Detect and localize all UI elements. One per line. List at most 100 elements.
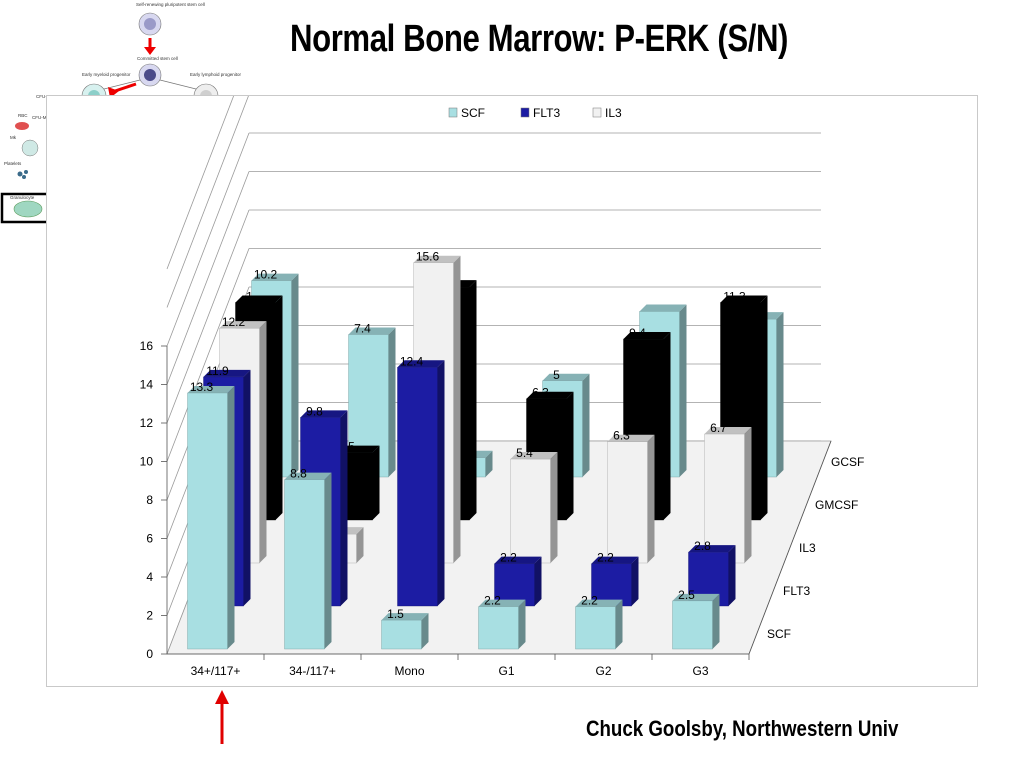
bar-top: [397, 360, 445, 368]
depth-axis: [748, 440, 832, 655]
y-tick-label: 16: [140, 339, 154, 353]
bar-scf: [672, 593, 720, 650]
bar-flt3: [591, 556, 639, 607]
diagram-label: Committed stem cell: [137, 56, 178, 61]
bar-il3: [510, 452, 558, 564]
depth-tick-label: IL3: [799, 541, 816, 555]
red-arrow-icon: [215, 690, 229, 744]
bar-front: [607, 441, 648, 564]
bar-side: [534, 556, 542, 606]
bar-scf: [575, 599, 623, 650]
y-tick-label: 10: [140, 455, 154, 469]
bar-front: [381, 619, 422, 650]
bar-front: [187, 392, 228, 650]
bar-side: [227, 385, 235, 649]
bar-top: [542, 373, 590, 381]
legend-swatch: [448, 107, 458, 118]
bar-side: [631, 556, 639, 606]
data-label: 2.5: [678, 588, 695, 602]
bar-side: [324, 472, 332, 649]
bar-top: [688, 545, 736, 553]
bar-scf: [187, 385, 235, 650]
y-tick-label: 8: [146, 493, 153, 507]
data-label: 2.2: [484, 594, 501, 608]
committed-stem-cell-icon: [138, 63, 162, 87]
data-label: 11.3: [723, 289, 746, 303]
bar-top: [219, 321, 267, 329]
data-label: 7.4: [354, 322, 371, 336]
author-credit: Chuck Goolsby, Northwestern Univ: [586, 716, 899, 741]
depth-tick-label: FLT3: [783, 584, 810, 598]
bar-front: [704, 433, 745, 564]
data-label: 6.7: [710, 421, 727, 435]
bar-top: [494, 556, 542, 564]
bar-side: [566, 391, 574, 520]
bar-side: [760, 295, 768, 520]
bar-side: [712, 593, 720, 649]
legend-label: FLT3: [533, 106, 560, 120]
diagram-label: Early lymphoid progenitor: [190, 72, 242, 77]
gridline-diagonal: [166, 96, 235, 270]
bar-top: [591, 556, 639, 564]
bar-side: [469, 280, 477, 520]
bar-front: [575, 606, 616, 650]
bar-il3: [607, 434, 655, 564]
data-label: 5.4: [516, 446, 533, 460]
bar-front: [397, 367, 438, 607]
bar-top: [672, 593, 720, 601]
mk-icon: [21, 139, 39, 157]
data-label: 6.3: [532, 386, 549, 400]
bar-side: [340, 410, 348, 606]
depth-tick-label: GCSF: [831, 455, 864, 469]
data-label: 8.8: [290, 467, 307, 481]
legend-label: IL3: [605, 106, 622, 120]
legend-swatch: [520, 107, 530, 118]
bar-side: [291, 273, 299, 477]
bar-side: [647, 434, 655, 563]
legend: SCF FLT3 IL3: [448, 106, 622, 120]
bar-top: [235, 295, 283, 303]
bar-top: [300, 410, 348, 418]
bar-top: [187, 385, 235, 393]
data-label: 6.3: [613, 429, 630, 443]
diagram-label: CFU-Mk: [32, 115, 49, 120]
data-label: 5: [553, 368, 560, 382]
data-label: 2.2: [581, 594, 598, 608]
bar-top: [413, 255, 461, 263]
gridline-diagonal: [166, 96, 249, 308]
bar-top: [510, 452, 558, 460]
data-label: 12.4: [400, 354, 424, 368]
data-label: 2.2: [597, 551, 614, 565]
gridline-diagonal: [166, 248, 250, 462]
bar-scf: [284, 472, 332, 650]
bar-side: [485, 450, 493, 477]
bar-side: [615, 599, 623, 649]
granulocyte-icon: [13, 200, 43, 218]
bar-flt3: [397, 360, 445, 607]
bar-side: [275, 295, 283, 520]
bar-front: [284, 479, 325, 650]
x-tick-label: G1: [498, 664, 514, 678]
data-label: 10.2: [254, 268, 278, 282]
data-label: 15.6: [416, 250, 440, 264]
bar-side: [372, 445, 380, 520]
data-label: 1: [246, 289, 253, 303]
data-label: 11.9: [206, 364, 229, 378]
bar-side: [776, 312, 784, 477]
chart-frame: 0 2 4 6 8 10 12 14 16 34+/117+ 34-/117+ Mono G1 G2 G3 S…: [46, 95, 978, 687]
bar-side: [518, 599, 526, 649]
bar-top: [575, 599, 623, 607]
data-label: 13.3: [190, 380, 214, 394]
diagram-label: Mk: [10, 135, 17, 140]
y-tick-label: 0: [146, 647, 153, 661]
y-tick-label: 4: [146, 570, 153, 584]
bar-side: [744, 427, 752, 563]
bar-front: [494, 563, 535, 607]
diagram-label: RBC: [18, 113, 28, 118]
red-arrow-icon: [144, 38, 156, 55]
bar-side: [243, 369, 251, 606]
diagram-label: CFU-E: [36, 94, 50, 99]
bar-side: [728, 545, 736, 606]
bar-top: [526, 391, 574, 399]
bar-side: [453, 255, 461, 563]
